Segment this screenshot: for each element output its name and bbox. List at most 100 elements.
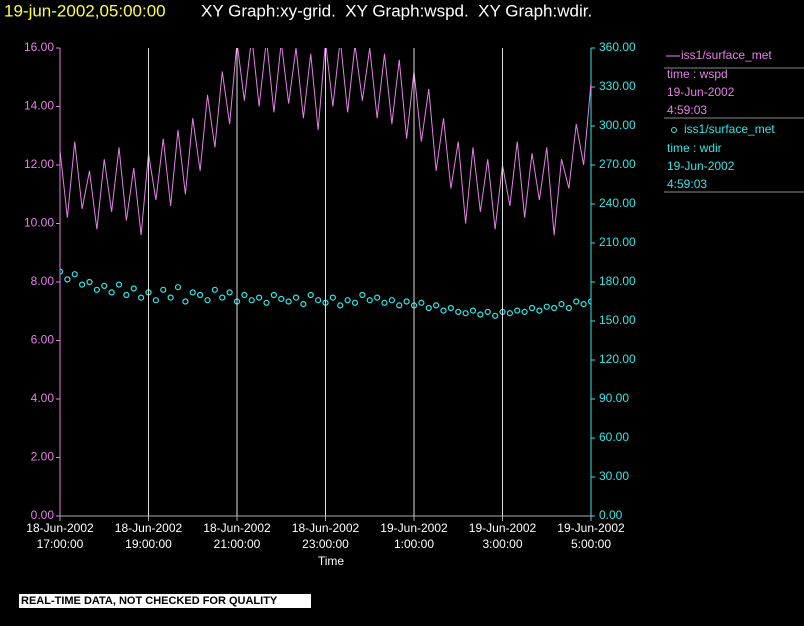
legend-label: iss1/surface_met [681,48,772,62]
y2-tick-label: 90.00 [599,391,629,405]
y2-tick-label: 0.00 [599,508,623,522]
timestamp: 19-jun-2002,05:00:00 [4,1,166,20]
y2-tick-label: 360.00 [599,40,636,54]
data-point [418,299,425,306]
data-point [263,299,270,306]
data-point [403,298,410,305]
legend-time: 4:59:03 [667,177,707,191]
data-point [189,289,196,296]
data-point [241,291,248,299]
data-point [455,308,462,315]
data-point [492,312,499,319]
y-tick-label: 4.00 [31,391,55,405]
x-tick-label: 5:00:00 [571,537,611,551]
data-point [521,308,528,315]
y-tick-label: 0.00 [31,508,55,522]
data-point [300,301,307,308]
data-point [447,304,454,312]
data-point [123,291,130,299]
data-point [160,286,167,293]
data-point [359,291,366,299]
legend-variable: time : wdir [667,141,722,155]
data-point [366,297,373,304]
data-point [270,291,277,299]
data-point [543,303,550,310]
x-tick-label: 18-Jun-2002 [115,521,183,535]
data-point [167,294,174,301]
data-point [477,311,484,318]
y2-tick-label: 210.00 [599,235,636,249]
data-point [558,301,565,308]
data-point [381,299,388,306]
graph-title: XY Graph:xy-grid. XY Graph:wspd. XY Grap… [201,1,592,20]
x-tick-label: 19-Jun-2002 [557,521,625,535]
data-point [115,281,123,288]
y-tick-label: 8.00 [31,274,55,288]
data-point [374,294,381,301]
data-point [351,299,359,306]
x-tick-label: 18-Jun-2002 [203,521,271,535]
x-tick-label: 21:00:00 [214,537,261,551]
data-point [528,304,536,312]
data-point [565,304,572,312]
legend-time: 4:59:03 [667,103,707,117]
x-tick-label: 19:00:00 [125,537,172,551]
y2-tick-label: 240.00 [599,196,636,210]
x-tick-label: 19-Jun-2002 [380,521,448,535]
data-point [60,268,64,275]
data-point [514,307,521,314]
data-point [484,308,491,315]
y2-tick-label: 60.00 [599,430,629,444]
data-point [174,284,182,291]
data-point [285,298,292,305]
legend-date: 19-Jun-2002 [667,159,735,173]
data-point [79,281,86,288]
data-point [329,294,336,301]
y-tick-label: 10.00 [24,216,54,230]
y-tick-label: 6.00 [31,333,55,347]
legend-date: 19-Jun-2002 [667,85,735,99]
data-point [248,297,255,304]
data-point [536,307,543,314]
data-point [219,294,226,301]
data-point [130,285,137,292]
legend-label: iss1/surface_met [684,122,775,136]
notice-box [19,594,311,608]
x-tick-label: 18-Jun-2002 [26,521,94,535]
data-point [152,297,159,304]
data-point [256,294,263,301]
data-point [71,271,78,278]
data-point [86,278,93,286]
x-tick-label: 18-Jun-2002 [292,521,360,535]
data-point [425,304,432,312]
x-tick-label: 17:00:00 [37,537,84,551]
data-point [388,297,395,304]
y2-tick-label: 150.00 [599,313,636,327]
data-point [278,295,285,302]
y-tick-label: 14.00 [24,99,54,113]
data-point [182,298,189,305]
data-point [307,291,314,299]
x-tick-label: 3:00:00 [482,537,522,551]
data-point [433,302,440,309]
legend-variable: time : wspd [667,67,728,81]
data-point [573,298,580,305]
y-tick-label: 2.00 [31,450,55,464]
data-point [315,297,322,304]
data-point [226,289,233,296]
data-point [204,297,211,304]
data-point [551,304,558,312]
data-point [506,310,513,317]
data-point [138,294,145,301]
x-tick-label: 23:00:00 [302,537,349,551]
data-point [101,282,108,289]
y2-tick-label: 300.00 [599,118,636,132]
y-tick-label: 16.00 [24,40,54,54]
data-point [344,297,351,304]
x-axis-label: Time [318,554,345,568]
data-point [211,286,218,293]
x-tick-label: 19-Jun-2002 [469,521,537,535]
y2-tick-label: 270.00 [599,157,636,171]
legend-marker [671,127,677,133]
